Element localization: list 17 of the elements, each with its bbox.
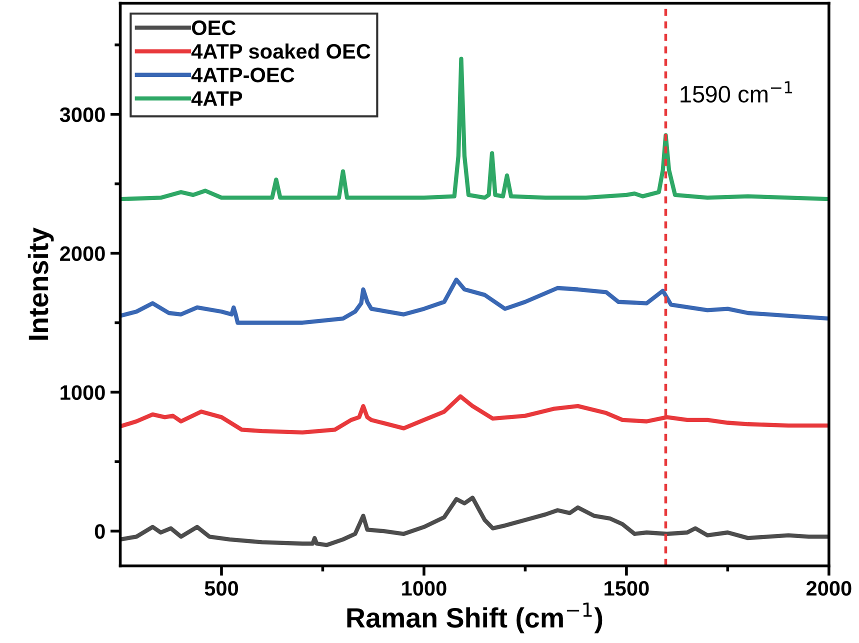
- y-tick-label: 2000: [60, 246, 105, 262]
- x-tick-label: 2000: [806, 580, 852, 596]
- legend-label: 4ATP: [191, 91, 242, 106]
- ref-line-label: 1590 cm$^{−1}$: [680, 81, 792, 103]
- x-tick-label: 1000: [402, 580, 446, 596]
- x-tick-label: 500: [204, 580, 238, 596]
- legend-label: 4ATP-OEC: [191, 68, 294, 82]
- legend-label: 4ATP soaked OEC: [191, 43, 370, 59]
- y-tick-label: 1000: [60, 385, 105, 400]
- legend-label: OEC: [192, 20, 236, 36]
- line-series: [120, 496, 829, 548]
- x-tick-label: 1500: [604, 580, 649, 596]
- line-series: [120, 278, 829, 325]
- y-tick-label: 3000: [60, 107, 105, 122]
- x-axis-title: Raman Shift (cm$^{−1}$): [347, 602, 602, 634]
- y-axis-title: Intensity: [28, 228, 54, 340]
- y-tick-label: 0: [94, 524, 105, 539]
